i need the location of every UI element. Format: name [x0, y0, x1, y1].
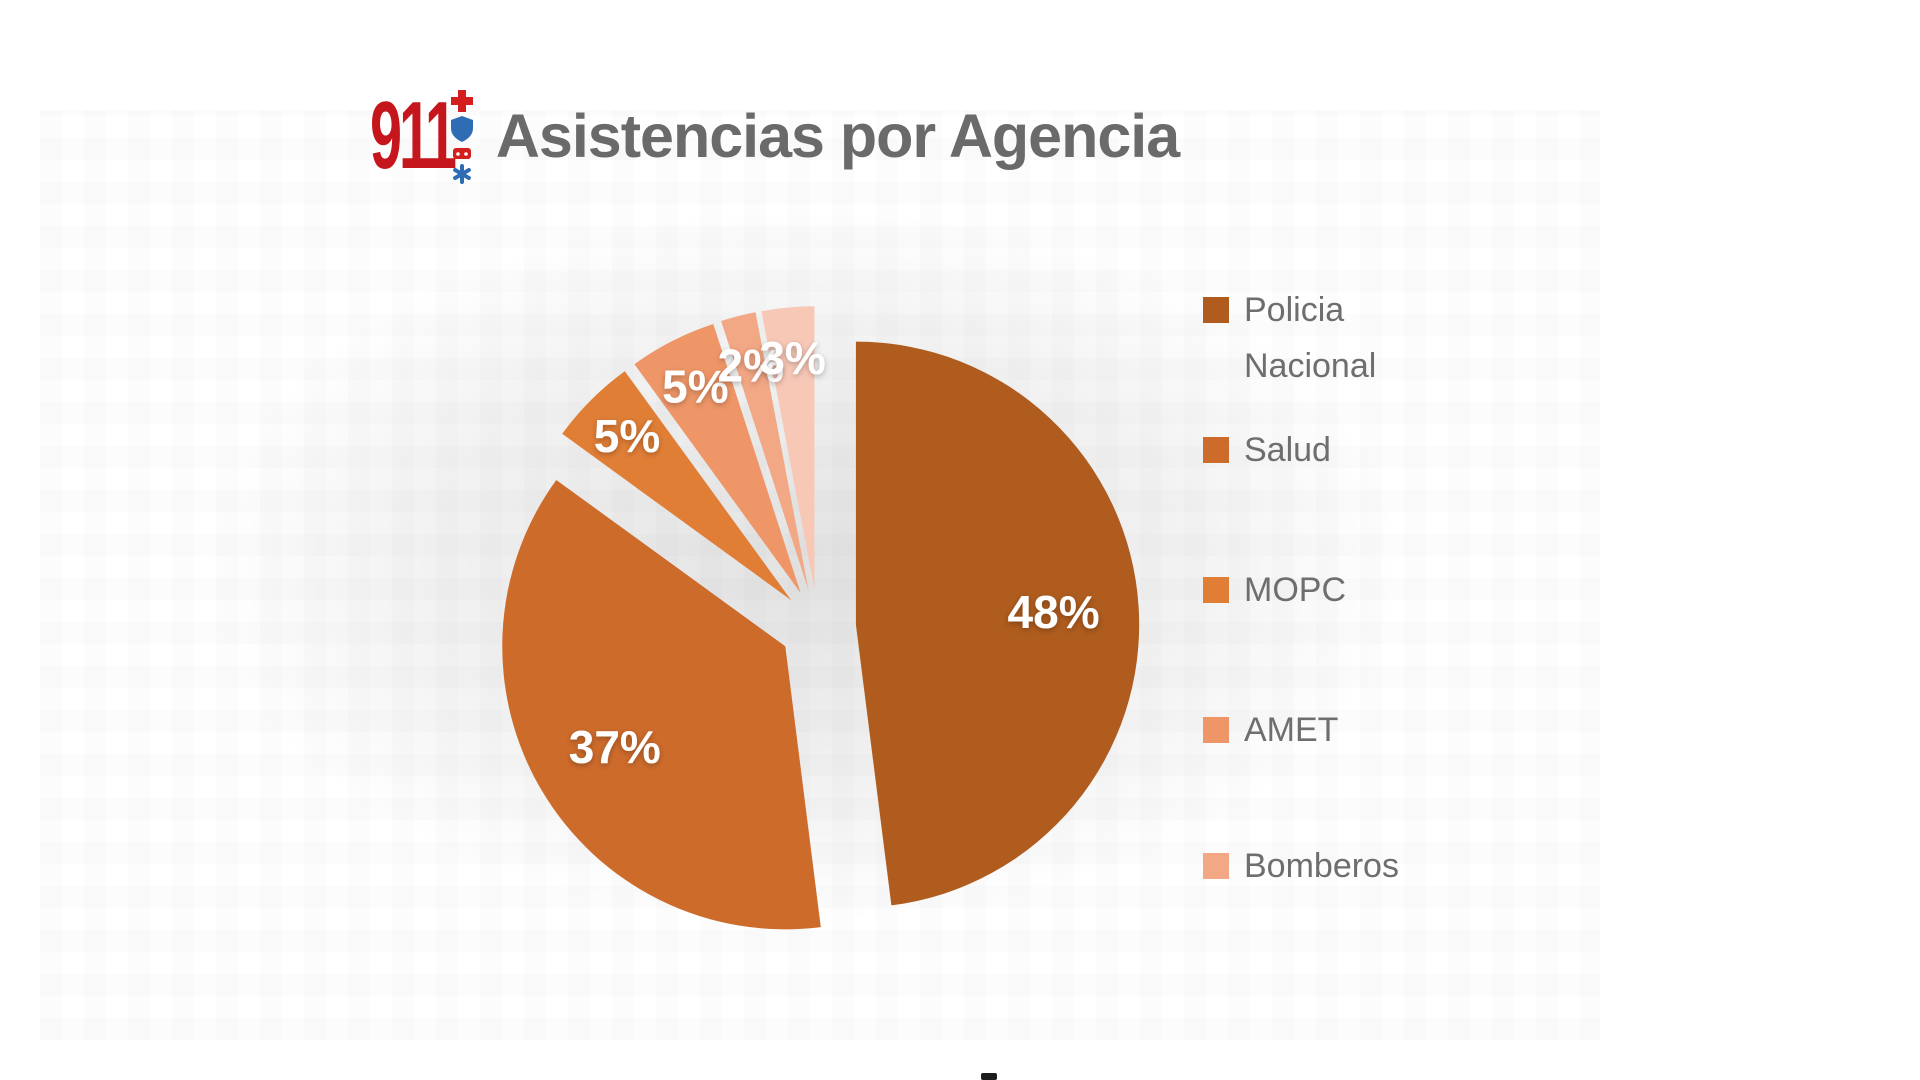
slice-percent-label: 5% — [662, 360, 728, 412]
pie-slice-salud — [502, 480, 821, 930]
logo-911-text: 911 — [370, 82, 457, 189]
slice-percent-label: 5% — [594, 410, 660, 462]
pie-slice-policia-nacional — [855, 341, 1140, 906]
cut-off-text-artifact — [981, 1073, 997, 1080]
shield-icon — [450, 116, 473, 142]
slice-percent-label: 2% — [718, 339, 784, 391]
pie-slice-bomberos — [721, 312, 809, 591]
chart-header: 911 Asistencias por Agencia — [370, 84, 1180, 188]
star-of-life-icon — [452, 164, 471, 184]
slice-percent-label: 48% — [1008, 586, 1100, 638]
medical-cross-icon — [450, 90, 473, 112]
logo-911: 911 — [370, 88, 478, 184]
ambulance-icon — [452, 148, 471, 159]
pie-slice-mopc — [562, 371, 792, 601]
page-title: Asistencias por Agencia — [495, 102, 1180, 170]
logo-emergency-icons — [450, 90, 473, 184]
pie-slice-amet — [634, 324, 801, 594]
slice-percent-label: 3% — [759, 332, 825, 384]
pie-slice-unlabeled-5 — [761, 306, 815, 590]
slice-percent-label: 37% — [569, 721, 661, 773]
